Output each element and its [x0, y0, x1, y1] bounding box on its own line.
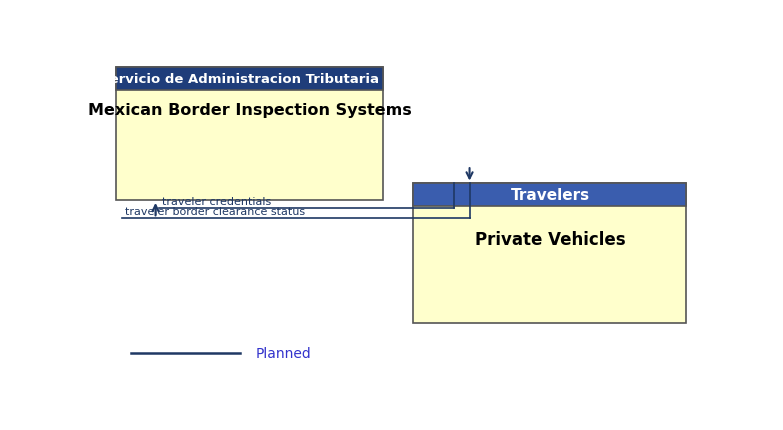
Bar	[413, 184, 687, 323]
Text: traveler border clearance status: traveler border clearance status	[125, 207, 305, 217]
Text: Servicio de Administracion Tributaria ...: Servicio de Administracion Tributaria ..…	[100, 73, 399, 86]
Text: Mexican Border Inspection Systems: Mexican Border Inspection Systems	[88, 103, 411, 118]
Bar	[116, 68, 383, 91]
Bar	[413, 184, 687, 206]
Text: Travelers: Travelers	[511, 188, 590, 203]
Text: traveler credentials: traveler credentials	[161, 197, 271, 207]
Bar	[116, 68, 383, 200]
Text: Private Vehicles: Private Vehicles	[474, 230, 626, 248]
Text: Planned: Planned	[256, 346, 312, 360]
